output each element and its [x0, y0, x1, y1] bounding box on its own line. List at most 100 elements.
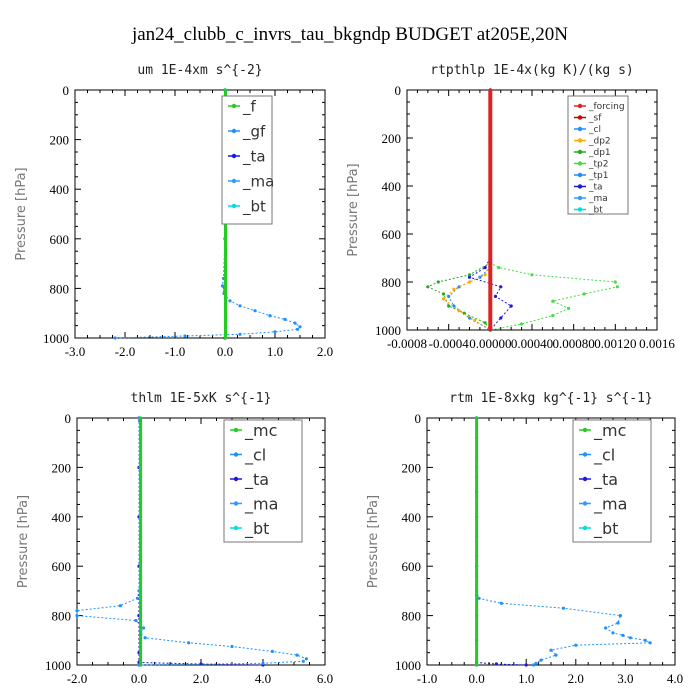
legend-marker	[582, 427, 588, 433]
x-tick-label: 0.0	[217, 344, 233, 359]
legend-marker	[231, 203, 237, 209]
data-point	[139, 663, 143, 667]
data-point	[75, 614, 79, 618]
legend-entry-bt: _bt	[228, 197, 266, 216]
data-point	[475, 614, 479, 618]
data-point	[475, 535, 479, 539]
legend-label: _ma	[242, 172, 274, 191]
data-point	[604, 626, 608, 630]
x-tick-label: 0.00040	[511, 336, 553, 351]
data-point	[574, 643, 578, 647]
data-point	[499, 316, 503, 320]
legend-label: _ta	[244, 470, 269, 490]
data-point	[497, 266, 501, 270]
data-point	[475, 515, 479, 519]
legend-entry-mc: _mc	[230, 421, 277, 441]
data-point	[494, 662, 498, 666]
data-point	[238, 332, 242, 336]
legend-box	[572, 419, 652, 543]
data-point	[488, 328, 492, 332]
y-tick-label: 200	[52, 460, 72, 475]
data-point	[273, 330, 277, 334]
data-point	[304, 657, 308, 661]
legend: _f _gf _ta _ma _bt	[221, 95, 274, 225]
data-point	[618, 614, 623, 618]
y-tick-label: 0	[415, 411, 422, 426]
data-point	[253, 309, 257, 313]
legend-entry-gf: _gf	[228, 122, 266, 141]
x-tick-label: 2.0	[317, 344, 333, 359]
data-point	[467, 273, 472, 277]
legend-entry-ta: _ta	[228, 147, 266, 166]
data-point	[301, 659, 305, 663]
legend-entry-ma: _ma	[228, 172, 274, 191]
legend-entry-forcing: _forcing	[574, 102, 625, 112]
data-point	[488, 88, 492, 92]
legend-label: _bt	[244, 519, 269, 539]
data-point	[616, 621, 620, 625]
x-tick-label: 2.0	[193, 671, 209, 686]
legend-label: _ta	[242, 147, 266, 166]
data-point	[261, 661, 265, 665]
series-mc	[139, 416, 143, 667]
data-point	[532, 663, 536, 667]
figure-title: jan24_clubb_c_invrs_tau_bkgndp BUDGET at…	[131, 24, 568, 45]
data-point	[183, 334, 187, 338]
series-cl	[475, 416, 652, 667]
y-tick-label: 0	[395, 83, 402, 98]
data-point	[223, 227, 228, 231]
legend-label: _bt	[588, 206, 603, 216]
data-point	[142, 626, 146, 630]
data-point	[139, 475, 143, 479]
legend-label: _cl	[244, 445, 266, 465]
x-tick-label: 0.0	[131, 671, 147, 686]
data-point	[139, 554, 143, 558]
x-tick-label: -2.0	[67, 671, 88, 686]
data-point	[223, 286, 228, 290]
series-ta	[475, 416, 528, 667]
data-point	[441, 292, 446, 296]
panel-3: thlm 1E-5xK s^{-1} Pressure [hPa] 0 200 400 6…	[16, 391, 333, 686]
legend-entry-tp1: _tp1	[574, 171, 608, 181]
data-point	[524, 663, 528, 667]
y-tick-label: 200	[402, 460, 422, 475]
legend-box	[567, 95, 629, 215]
legend-marker	[577, 103, 583, 109]
series-dp1	[426, 88, 492, 332]
data-point	[139, 614, 143, 618]
legend: _mc _cl _ta _ma _bt	[223, 419, 303, 543]
data-point	[187, 641, 191, 645]
data-point	[549, 648, 553, 652]
legend-entry-mc: _mc	[579, 421, 626, 441]
legend-label: _mc	[593, 421, 626, 441]
x-tick-label: 0.00000	[469, 336, 511, 351]
legend-marker	[577, 172, 583, 178]
series-line	[448, 90, 491, 331]
legend-entry-cl: _cl	[579, 445, 615, 465]
data-point	[230, 644, 234, 649]
data-point	[475, 638, 479, 642]
data-point	[643, 638, 647, 642]
data-point	[483, 273, 487, 277]
legend-entry-ma: _ma	[230, 494, 278, 514]
legend-label: _bt	[242, 197, 266, 216]
x-tick-label: -0.0004	[429, 336, 470, 351]
data-point	[475, 475, 479, 479]
data-point	[475, 436, 479, 440]
legend-entry-dp1: _dp1	[574, 148, 611, 158]
data-point	[551, 299, 555, 303]
data-point	[475, 554, 479, 558]
x-tick-label: -3.0	[65, 344, 86, 359]
data-point	[426, 285, 430, 289]
x-tick-label: 2.0	[568, 671, 584, 686]
legend-entry-sf: _sf	[574, 114, 602, 124]
legend-label: _forcing	[588, 102, 625, 112]
data-point	[475, 455, 479, 460]
panel-4: rtm 1E-8xkg kg^{-1} s^{-1} Pressure [hPa]…	[366, 391, 683, 686]
data-point	[223, 336, 228, 340]
legend-label: _dp1	[588, 148, 611, 158]
data-point	[447, 294, 451, 298]
data-point	[223, 311, 228, 315]
data-point	[534, 661, 538, 665]
